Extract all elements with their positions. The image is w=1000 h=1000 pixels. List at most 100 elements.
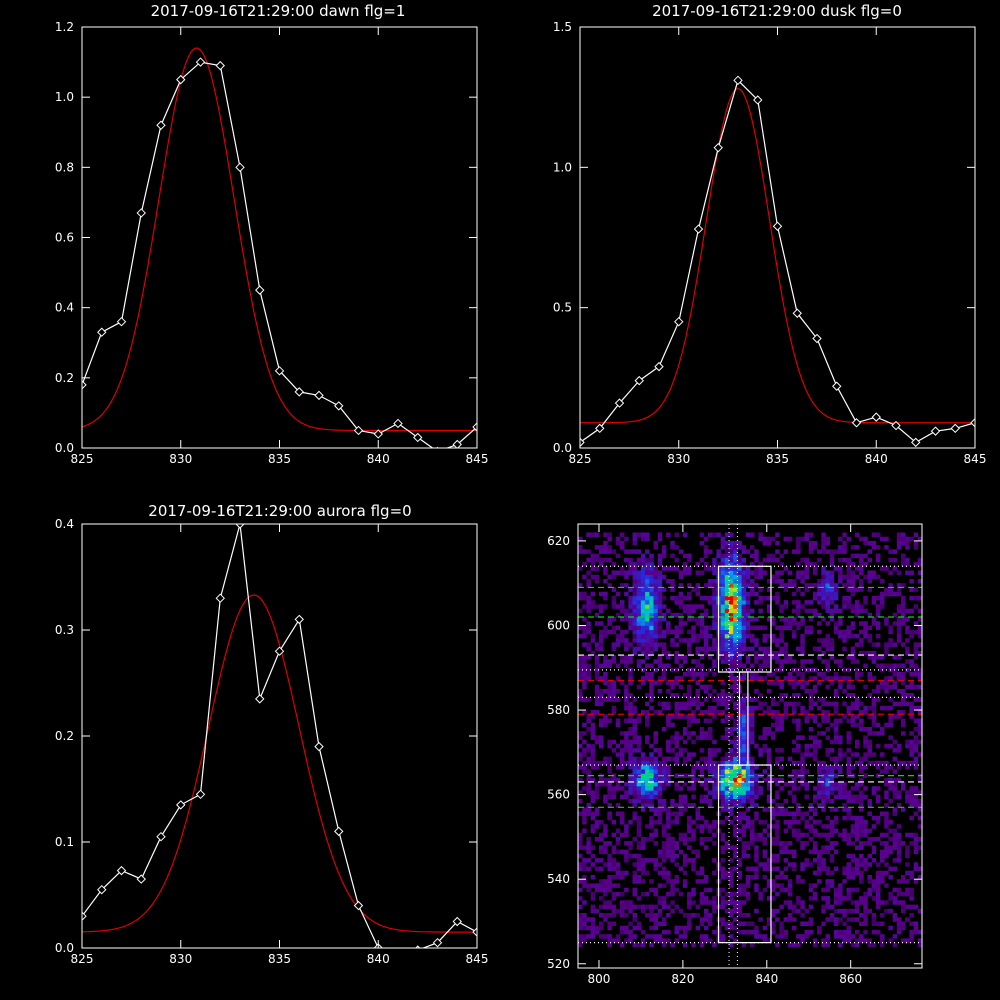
pixel-cell <box>762 862 768 867</box>
pixel-cell <box>783 705 789 711</box>
pixel-cell <box>771 638 776 643</box>
pixel-cell <box>917 536 922 542</box>
pixel-cell <box>607 583 612 588</box>
pixel-cell <box>875 836 881 842</box>
pixel-cell <box>599 781 604 787</box>
pixel-cell <box>620 655 625 660</box>
pixel-cell <box>666 718 671 723</box>
pixel-cell <box>733 790 738 795</box>
pixel-cell <box>720 617 726 622</box>
pixel-cell <box>901 621 906 626</box>
pixel-cell <box>884 777 889 783</box>
pixel-cell <box>750 875 755 880</box>
pixel-cell <box>640 591 646 597</box>
pixel-cell <box>875 621 881 626</box>
pixel-cell <box>729 896 734 901</box>
pixel-cell <box>657 913 663 918</box>
pixel-cell <box>733 604 738 609</box>
pixel-cell <box>670 629 675 635</box>
pixel-cell <box>699 625 705 630</box>
pixel-cell <box>750 798 755 804</box>
pixel-cell <box>712 612 717 618</box>
pixel-cell <box>628 731 633 736</box>
pixel-cell <box>892 942 898 948</box>
pixel-cell <box>901 562 906 567</box>
pixel-cell <box>846 595 851 601</box>
pixel-cell <box>754 803 759 808</box>
pixel-cell <box>729 570 734 575</box>
pixel-cell <box>624 642 629 647</box>
pixel-cell <box>829 765 835 770</box>
pixel-cell <box>628 790 633 795</box>
pixel-cell <box>724 608 730 614</box>
pixel-cell <box>754 617 759 622</box>
pixel-cell <box>586 743 591 749</box>
pixel-cell <box>729 913 734 918</box>
pixel-cell <box>615 604 621 609</box>
pixel-cell <box>674 705 679 711</box>
pixel-cell <box>678 794 684 800</box>
pixel-cell <box>661 942 667 948</box>
pixel-cell <box>733 866 738 871</box>
pixel-cell <box>808 549 814 554</box>
pixel-cell <box>586 934 591 939</box>
pixel-cell <box>708 579 713 584</box>
pixel-cell <box>582 866 587 871</box>
pixel-cell <box>838 608 843 614</box>
pixel-cell <box>817 790 822 795</box>
pixel-cell <box>854 553 860 559</box>
pixel-cell <box>750 676 755 681</box>
pixel-cell <box>594 790 600 795</box>
pixel-cell <box>745 629 751 635</box>
pixel-cell <box>884 650 889 656</box>
pixel-cell <box>632 638 637 643</box>
pixel-cell <box>729 820 734 825</box>
pixel-cell <box>808 625 814 630</box>
pixel-cell <box>628 748 633 753</box>
pixel-cell <box>724 875 730 880</box>
pixel-cell <box>674 925 679 931</box>
pixel-cell <box>632 748 637 753</box>
pixel-cell <box>720 579 726 584</box>
pixel-cell <box>796 646 801 652</box>
pixel-cell <box>804 934 809 939</box>
pixel-cell <box>611 938 617 943</box>
pixel-cell <box>699 756 705 762</box>
pixel-cell <box>854 824 860 829</box>
pixel-cell <box>661 777 667 783</box>
pixel-cell <box>771 807 776 812</box>
pixel-cell <box>766 752 772 757</box>
pixel-cell <box>678 752 684 757</box>
pixel-cell <box>708 769 713 774</box>
pixel-cell <box>859 587 864 592</box>
pixel-cell <box>750 777 755 783</box>
pixel-cell <box>724 769 730 774</box>
pixel-cell <box>880 655 885 660</box>
pixel-cell <box>624 570 629 575</box>
pixel-cell <box>737 612 742 618</box>
pixel-cell <box>779 667 784 673</box>
pixel-cell <box>599 849 604 855</box>
pixel-cell <box>750 705 755 711</box>
pixel-cell <box>867 811 872 816</box>
pixel-cell <box>594 824 600 829</box>
pixel-cell <box>645 760 650 766</box>
pixel-cell <box>875 557 881 563</box>
pixel-cell <box>808 562 814 567</box>
pixel-cell <box>875 929 881 935</box>
pixel-cell <box>808 540 814 546</box>
pixel-cell <box>657 663 663 668</box>
pixel-cell <box>733 760 738 766</box>
pixel-cell <box>590 532 596 537</box>
pixel-cell <box>779 875 784 880</box>
pixel-cell <box>645 722 650 728</box>
pixel-cell <box>804 781 809 787</box>
pixel-cell <box>913 735 919 740</box>
pixel-cell <box>607 934 612 939</box>
pixel-cell <box>783 710 789 715</box>
pixel-cell <box>691 697 696 702</box>
pixel-cell <box>884 642 889 647</box>
pixel-cell <box>729 731 734 736</box>
pixel-cell <box>775 811 780 816</box>
pixel-cell <box>808 583 814 588</box>
